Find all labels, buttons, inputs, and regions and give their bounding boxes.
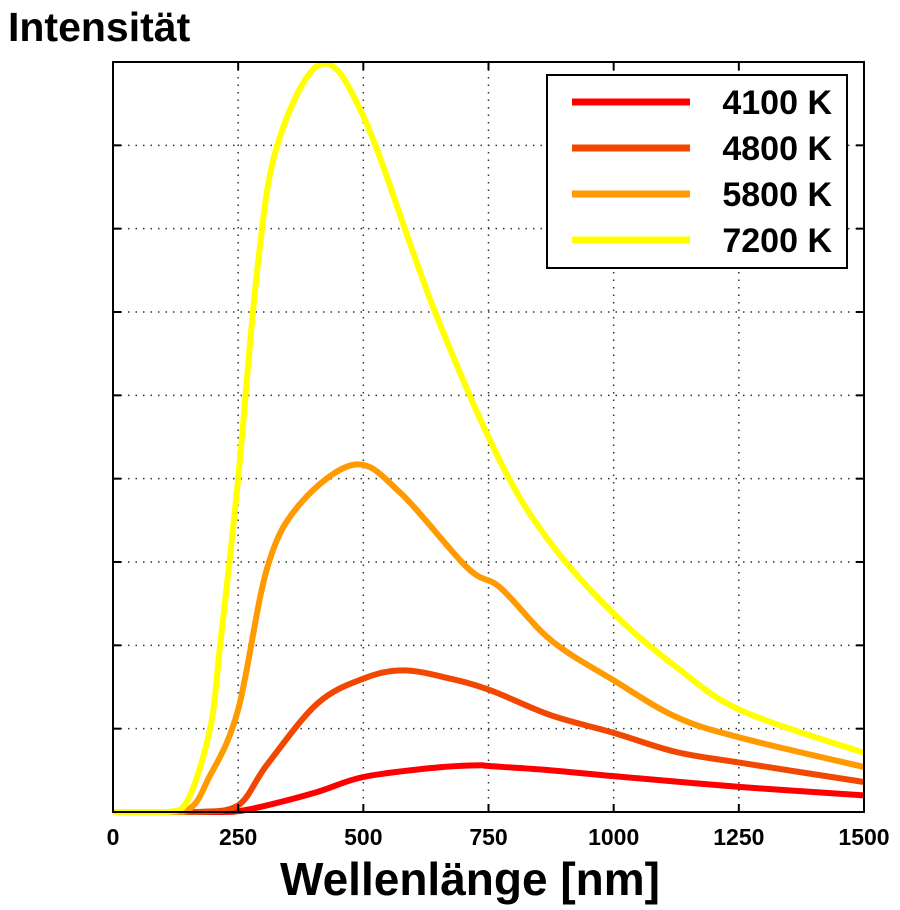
- x-tick-label: 500: [344, 824, 382, 850]
- x-tick-label: 250: [219, 824, 257, 850]
- legend: 4100 K 4800 K 5800 K 7200 K: [546, 74, 848, 269]
- legend-label: 5800 K: [722, 176, 832, 214]
- x-axis-label: Wellenlänge [nm]: [280, 853, 660, 905]
- legend-label: 4100 K: [722, 84, 832, 122]
- curves: [113, 60, 865, 816]
- series-line-5800k: [113, 461, 865, 815]
- x-tick-label: 750: [469, 824, 507, 850]
- x-tick-label: 1250: [713, 824, 764, 850]
- legend-box: [546, 74, 848, 269]
- legend-label: 4800 K: [722, 130, 832, 168]
- x-tick-label: 1500: [838, 824, 889, 850]
- ticks: 0 250 500 750 1000 1250 1500: [107, 61, 890, 850]
- x-tick-label: 1000: [588, 824, 639, 850]
- x-tick-label: 0: [107, 824, 120, 850]
- chart-title: Intensität: [8, 4, 191, 50]
- series-line-4800k: [113, 667, 865, 816]
- series-line-7200k: [113, 60, 865, 815]
- legend-label: 7200 K: [722, 222, 832, 260]
